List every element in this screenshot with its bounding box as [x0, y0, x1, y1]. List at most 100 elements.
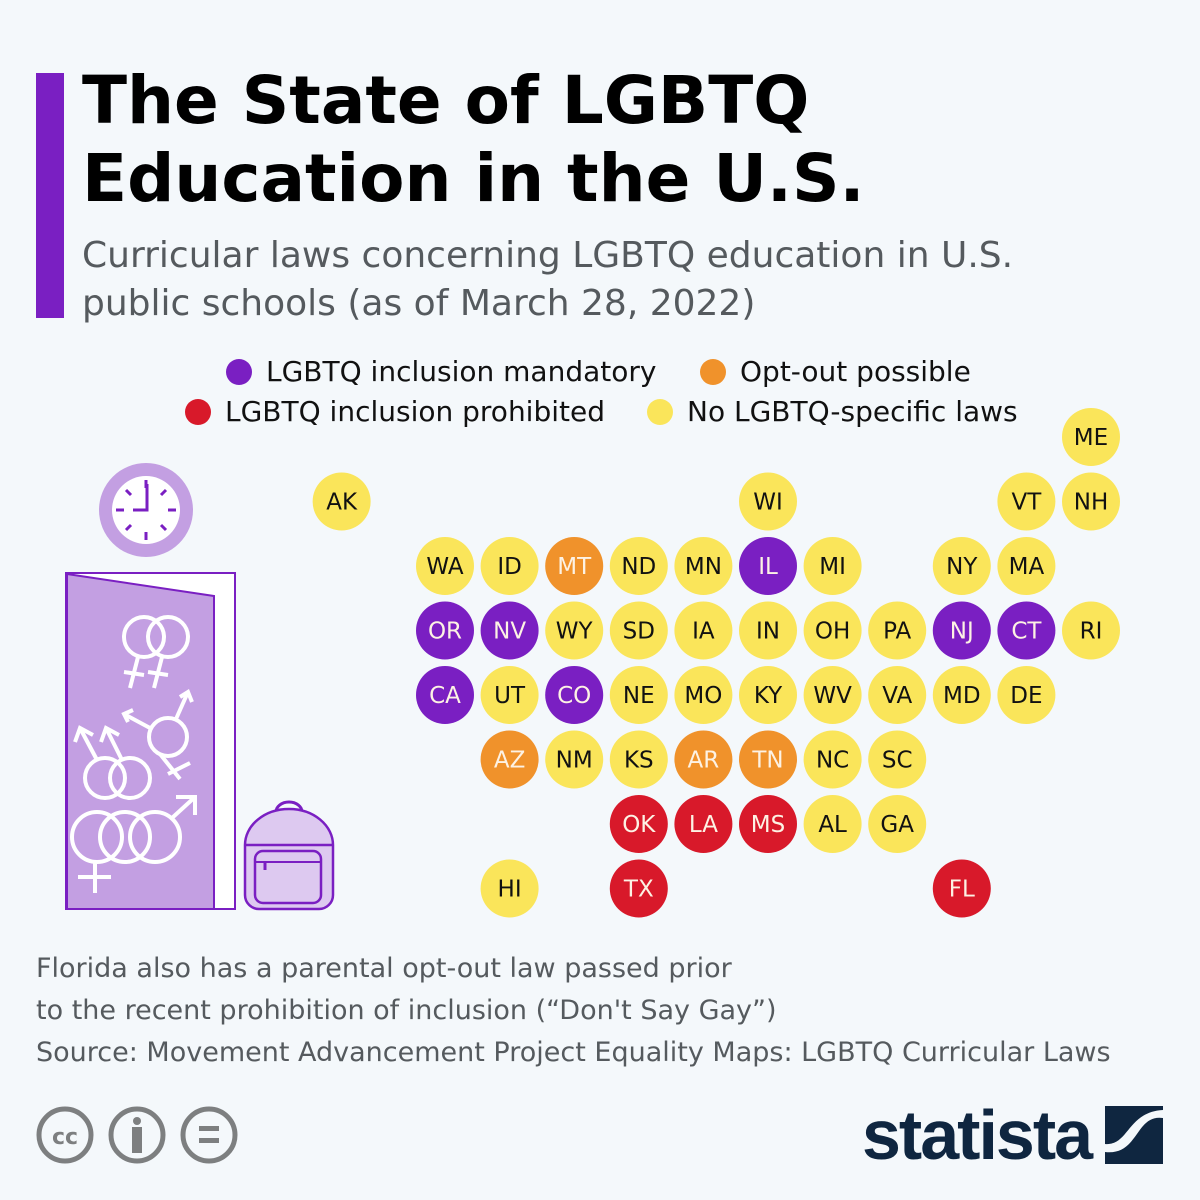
state-label: MA	[1009, 554, 1045, 580]
state-label: DE	[1010, 683, 1042, 709]
accent-bar	[36, 73, 64, 318]
state-circle	[803, 537, 862, 595]
state-label: OK	[622, 812, 656, 838]
state-circle	[480, 730, 539, 789]
note-line: Florida also has a parental opt-out law …	[36, 953, 732, 984]
state-label: TN	[751, 748, 783, 774]
state-circle	[868, 795, 927, 853]
state-tile-ia: IA	[674, 601, 733, 660]
state-circle	[932, 666, 991, 724]
state-tile-nc: NC	[803, 730, 862, 789]
state-tile-ma: MA	[997, 537, 1056, 595]
state-circle	[609, 730, 668, 789]
state-tile-hi: HI	[480, 859, 539, 918]
legend-label: Opt-out possible	[740, 355, 971, 388]
state-tile-md: MD	[932, 666, 991, 724]
cc-icon[interactable]	[36, 1106, 94, 1164]
state-tile-nh: NH	[1062, 472, 1120, 531]
state-label: AL	[818, 812, 847, 838]
state-circle	[480, 859, 539, 918]
state-circle	[674, 537, 733, 595]
state-tile-ak: AK	[312, 472, 371, 531]
state-circle	[609, 859, 668, 918]
state-circle	[674, 601, 733, 660]
state-tile-nm: NM	[545, 730, 604, 789]
state-tile-la: LA	[674, 795, 733, 853]
state-circle	[997, 666, 1056, 724]
state-circle	[1062, 472, 1120, 531]
state-circle	[739, 730, 797, 789]
state-tile-az: AZ	[480, 730, 539, 789]
page-title: The State of LGBTQ Education in the U.S.	[82, 62, 865, 217]
legend-label: LGBTQ inclusion mandatory	[266, 355, 657, 388]
state-tile-oh: OH	[803, 601, 862, 660]
state-label: SD	[623, 619, 655, 645]
state-label: KS	[624, 748, 654, 774]
classroom-illustration	[65, 463, 335, 911]
state-label: NV	[493, 619, 526, 645]
state-circle	[739, 601, 797, 660]
state-tile-ct: CT	[997, 601, 1056, 660]
state-tile-va: VA	[868, 666, 927, 724]
legend-label: LGBTQ inclusion prohibited	[225, 395, 605, 428]
state-circle	[416, 601, 474, 660]
state-tile-ok: OK	[609, 795, 668, 853]
no-derivatives-icon[interactable]	[180, 1106, 238, 1164]
state-label: TX	[623, 877, 654, 903]
svg-text:cc: cc	[52, 1125, 78, 1150]
state-label: NY	[946, 554, 978, 580]
license-icons[interactable]: cc	[36, 1106, 241, 1166]
state-tile-sc: SC	[868, 730, 927, 789]
statista-logo: statista	[862, 1100, 1093, 1170]
state-label: ID	[497, 554, 522, 580]
state-label: ME	[1074, 425, 1108, 451]
state-circle	[997, 601, 1056, 660]
state-tile-ar: AR	[674, 730, 733, 789]
legend-optout: Opt-out possible	[700, 355, 971, 388]
state-label: HI	[498, 877, 522, 903]
state-tile-mn: MN	[674, 537, 733, 595]
state-label: SC	[882, 748, 913, 774]
state-tile-tx: TX	[609, 859, 668, 918]
state-tile-vt: VT	[997, 472, 1056, 531]
subtitle: Curricular laws concerning LGBTQ educati…	[82, 235, 1014, 324]
state-label: PA	[883, 619, 911, 645]
state-tile-mo: MO	[674, 666, 733, 724]
state-circle	[868, 666, 927, 724]
state-circle	[312, 472, 371, 531]
state-tile-ri: RI	[1062, 601, 1120, 660]
state-label: AK	[326, 490, 358, 516]
legend-dot	[185, 398, 211, 425]
state-label: FL	[949, 877, 975, 903]
state-circle	[739, 795, 797, 853]
state-tile-ny: NY	[932, 537, 991, 595]
state-label: IN	[756, 619, 780, 645]
legend-dot	[700, 358, 726, 385]
state-tile-in: IN	[739, 601, 797, 660]
state-tile-wi: WI	[739, 472, 797, 531]
state-label: MN	[685, 554, 722, 580]
state-circle	[868, 601, 927, 660]
state-circle	[1062, 408, 1120, 466]
state-tile-al: AL	[803, 795, 862, 853]
state-tile-nv: NV	[480, 601, 539, 660]
state-circle	[480, 666, 539, 724]
state-label: AR	[688, 748, 720, 774]
statista-mark-icon	[1105, 1106, 1163, 1164]
attribution-icon[interactable]	[108, 1106, 166, 1164]
legend-none: No LGBTQ-specific laws	[647, 395, 1018, 428]
state-circle	[674, 666, 733, 724]
clock-icon	[99, 463, 193, 557]
legend-prohibited: LGBTQ inclusion prohibited	[185, 395, 605, 428]
state-circle	[997, 537, 1056, 595]
legend-dot	[226, 358, 252, 385]
state-circle	[803, 666, 862, 724]
state-circle	[739, 472, 797, 531]
state-tile-ky: KY	[739, 666, 797, 724]
state-label: NJ	[950, 619, 974, 645]
state-circle	[739, 666, 797, 724]
state-circle	[416, 537, 474, 595]
brand-text: statista	[862, 1096, 1093, 1174]
state-circle	[803, 795, 862, 853]
